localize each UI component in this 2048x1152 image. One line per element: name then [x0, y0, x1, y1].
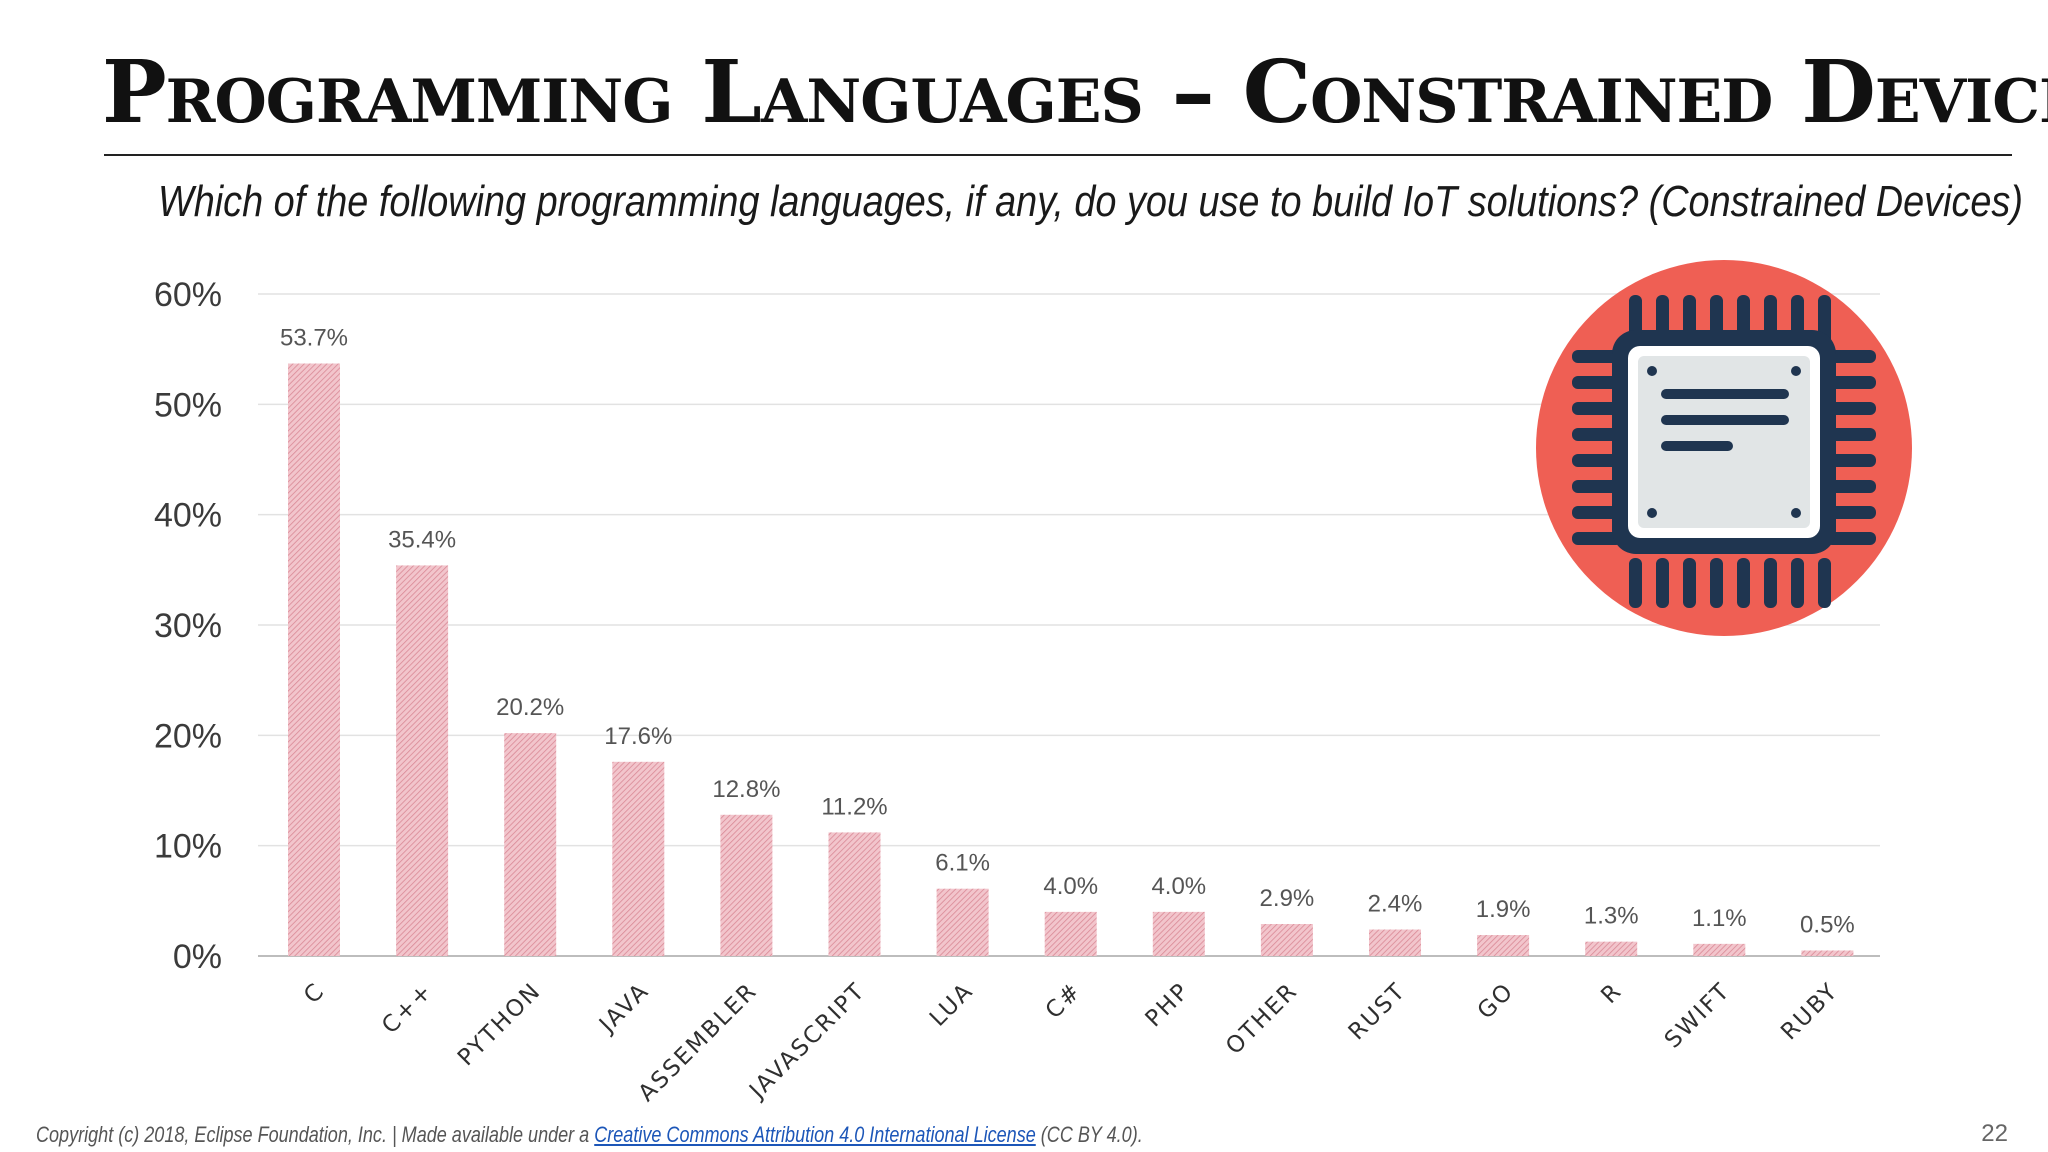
y-tick-label: 10% — [154, 828, 222, 866]
microchip-icon — [1536, 260, 1912, 636]
bars — [288, 363, 1854, 956]
y-tick-label: 60% — [154, 276, 222, 314]
x-tick-label: RUST — [1344, 978, 1412, 1046]
x-tick-label: C++ — [377, 978, 438, 1039]
bar-lua — [936, 888, 989, 956]
footer-prefix: Copyright (c) 2018, Eclipse Foundation, … — [36, 1122, 595, 1147]
bar-c — [288, 363, 340, 956]
data-label: 17.6% — [604, 723, 672, 750]
y-tick-label: 20% — [154, 717, 222, 755]
chip-pins-right — [1826, 350, 1876, 545]
x-tick-label: LUA — [925, 978, 979, 1032]
x-tick-label: PYTHON — [453, 978, 546, 1071]
license-link[interactable]: Creative Commons Attribution 4.0 Interna… — [594, 1122, 1036, 1147]
bar-swift — [1693, 943, 1746, 956]
bar-python — [504, 733, 557, 956]
x-tick-label: SWIFT — [1660, 978, 1736, 1054]
chip-pins-left — [1572, 350, 1622, 545]
x-tick-label: JAVASCRIPT — [743, 978, 870, 1105]
data-labels: 53.7% 35.4% 20.2% 17.6% 12.8% 11.2% 6.1% 4.0% 4.… — [280, 325, 1855, 939]
y-tick-label: 30% — [154, 607, 222, 645]
y-tick-label: 0% — [173, 938, 222, 976]
x-tick-label: C — [299, 978, 330, 1009]
data-label: 2.4% — [1368, 891, 1423, 918]
data-label: 0.5% — [1800, 911, 1855, 938]
footer-suffix: (CC BY 4.0). — [1035, 1122, 1143, 1147]
slide-title: Programming Languages – Constrained Devi… — [102, 42, 2048, 143]
copyright-footer: Copyright (c) 2018, Eclipse Foundation, … — [36, 1118, 1143, 1152]
bar-ruby — [1801, 950, 1854, 956]
bar-assembler — [720, 814, 773, 956]
chip-pins-bottom — [1629, 558, 1831, 608]
bar-other — [1260, 924, 1313, 956]
y-axis: 0% 10% 20% 30% 40% 50% 60% — [154, 276, 222, 976]
data-label: 4.0% — [1151, 873, 1206, 900]
x-tick-label: C# — [1041, 978, 1087, 1024]
page-number: 22 — [1981, 1120, 2008, 1147]
y-tick-label: 40% — [154, 497, 222, 535]
title-divider — [104, 154, 2012, 156]
bar-java — [612, 761, 665, 956]
data-label: 12.8% — [712, 776, 780, 803]
x-tick-label: JAVA — [593, 978, 654, 1039]
data-label: 1.1% — [1692, 905, 1747, 932]
data-label: 4.0% — [1043, 873, 1098, 900]
x-tick-label: GO — [1473, 978, 1520, 1025]
data-label: 1.9% — [1476, 896, 1531, 923]
data-label: 1.3% — [1584, 903, 1639, 930]
x-tick-label: OTHER — [1221, 978, 1303, 1060]
data-label: 35.4% — [388, 526, 456, 553]
x-tick-label: R — [1596, 978, 1627, 1009]
bar-javascript — [828, 832, 881, 956]
bar-r — [1585, 941, 1638, 956]
data-label: 11.2% — [821, 793, 887, 820]
chip-text-lines — [1661, 389, 1789, 451]
y-tick-label: 50% — [154, 386, 222, 424]
bar-c- — [396, 565, 449, 956]
x-tick-label: PHP — [1141, 978, 1195, 1032]
x-tick-label: RUBY — [1776, 978, 1843, 1045]
bar-go — [1477, 935, 1530, 956]
bar-rust — [1369, 929, 1421, 956]
bar-c- — [1044, 911, 1097, 956]
data-label: 2.9% — [1260, 885, 1315, 912]
survey-question: Which of the following programming langu… — [158, 177, 2023, 226]
bar-php — [1152, 911, 1205, 956]
data-label: 20.2% — [496, 694, 564, 721]
data-label: 53.7% — [280, 325, 348, 352]
data-label: 6.1% — [935, 850, 990, 877]
